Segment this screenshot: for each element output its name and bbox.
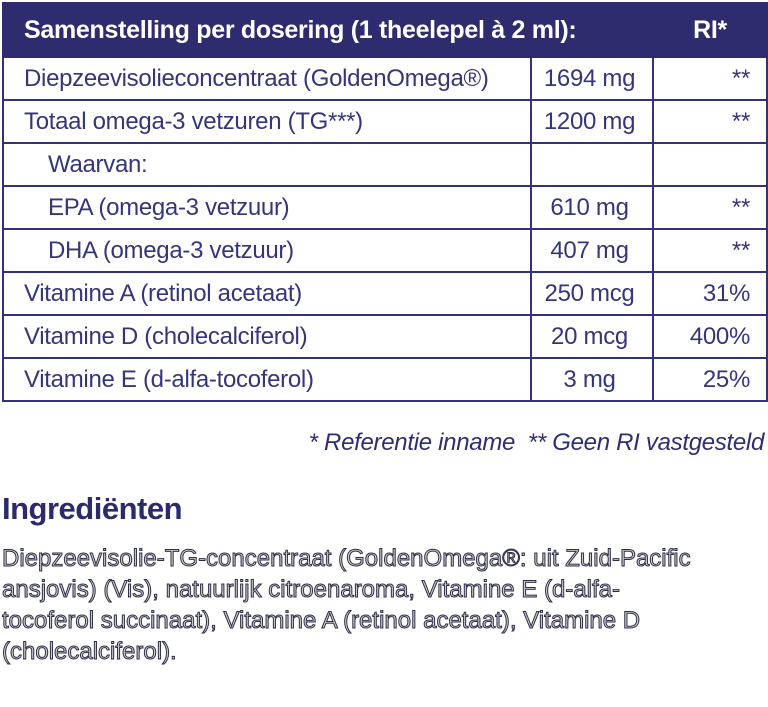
ingredients-line: tocoferol succinaat), Vitamine A (retino… bbox=[2, 607, 641, 635]
ingredient-label: Totaal omega-3 vetzuren (TG***) bbox=[2, 99, 532, 144]
amount-value: 250 mcg bbox=[529, 271, 655, 316]
amount-value bbox=[529, 142, 655, 187]
ri-value: 25% bbox=[652, 357, 768, 402]
ri-value bbox=[652, 142, 768, 187]
table-row: Diepzeevisolieconcentraat (GoldenOmega®)… bbox=[2, 56, 768, 101]
composition-table-body: Diepzeevisolieconcentraat (GoldenOmega®)… bbox=[2, 56, 768, 402]
ri-value: ** bbox=[652, 99, 768, 144]
ingredients-paragraph: Diepzeevisolie-TG-concentraat (GoldenOme… bbox=[2, 543, 768, 667]
ingredients-line: (cholecalciferol). bbox=[2, 638, 178, 666]
ri-value: 31% bbox=[652, 271, 768, 316]
amount-value: 3 mg bbox=[529, 357, 655, 402]
ingredients-line: ansjovis) (Vis), natuurlijk citroenaroma… bbox=[2, 576, 621, 604]
table-row: Vitamine A (retinol acetaat) 250 mcg 31% bbox=[2, 271, 768, 316]
amount-value: 407 mg bbox=[529, 228, 655, 273]
table-row: Vitamine E (d-alfa-tocoferol) 3 mg 25% bbox=[2, 357, 768, 402]
ingredient-label: Waarvan: bbox=[2, 142, 532, 187]
ri-value: ** bbox=[652, 56, 768, 101]
ri-column-header: RI* bbox=[652, 2, 768, 58]
ingredient-label: Vitamine E (d-alfa-tocoferol) bbox=[2, 357, 532, 402]
ingredient-label: EPA (omega-3 vetzuur) bbox=[2, 185, 532, 230]
ingredient-label: DHA (omega-3 vetzuur) bbox=[2, 228, 532, 273]
ingredients-heading: Ingrediënten bbox=[2, 491, 183, 526]
table-row: Totaal omega-3 vetzuren (TG***) 1200 mg … bbox=[2, 99, 768, 144]
ingredients-line: Diepzeevisolie-TG-concentraat (GoldenOme… bbox=[2, 545, 692, 573]
amount-value: 1694 mg bbox=[529, 56, 655, 101]
header-row: Samenstelling per dosering (1 theelepel … bbox=[1, 2, 768, 58]
reference-footnote: * Referentie inname ** Geen RI vastgeste… bbox=[308, 429, 765, 456]
ri-value: 400% bbox=[652, 314, 768, 359]
table-row: DHA (omega-3 vetzuur) 407 mg ** bbox=[2, 228, 768, 273]
table-row: Vitamine D (cholecalciferol) 20 mcg 400% bbox=[2, 314, 768, 359]
ri-value: ** bbox=[652, 228, 768, 273]
amount-value: 1200 mg bbox=[529, 99, 655, 144]
table-row: EPA (omega-3 vetzuur) 610 mg ** bbox=[2, 185, 768, 230]
ingredient-label: Diepzeevisolieconcentraat (GoldenOmega®) bbox=[2, 56, 532, 101]
ingredient-label: Vitamine A (retinol acetaat) bbox=[2, 271, 532, 316]
ingredient-label: Vitamine D (cholecalciferol) bbox=[2, 314, 532, 359]
composition-table: Samenstelling per dosering (1 theelepel … bbox=[1, 2, 768, 402]
table-row: Waarvan: bbox=[2, 142, 768, 187]
ri-value: ** bbox=[652, 185, 768, 230]
table-title: Samenstelling per dosering (1 theelepel … bbox=[1, 2, 655, 58]
composition-table-header: Samenstelling per dosering (1 theelepel … bbox=[1, 2, 768, 58]
amount-value: 610 mg bbox=[529, 185, 655, 230]
amount-value: 20 mcg bbox=[529, 314, 655, 359]
